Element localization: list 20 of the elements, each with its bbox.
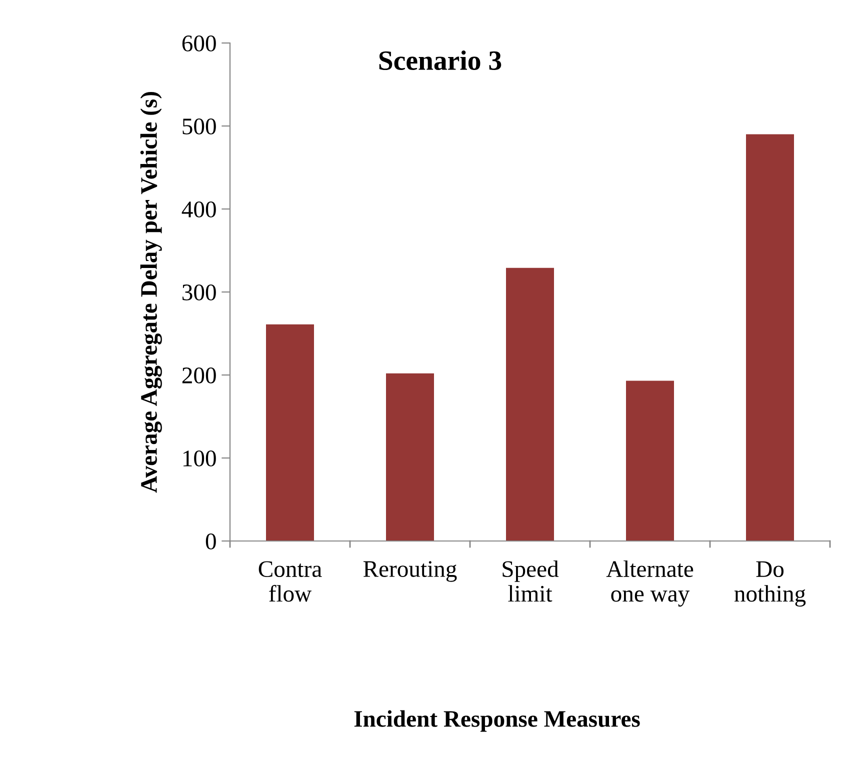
x-tick-label: Contra flow — [258, 561, 322, 602]
x-tick-label: Alternate one way — [606, 560, 694, 607]
x-tick-label: Rerouting — [363, 561, 457, 582]
y-tick-label: 200 — [182, 367, 216, 384]
y-tick-label: 0 — [206, 533, 216, 550]
x-tick-label: Speed limit — [502, 560, 559, 602]
bar — [506, 268, 554, 541]
bar — [626, 380, 674, 541]
y-tick-label: 400 — [182, 201, 216, 218]
y-tick-label: 300 — [182, 284, 216, 300]
bar — [266, 324, 314, 541]
x-tick-label: Do nothing — [734, 561, 806, 607]
y-tick-label: 500 — [182, 118, 216, 134]
chart-title: Scenario 3 — [379, 50, 502, 70]
bar — [746, 134, 794, 541]
x-axis-title: Incident Response Measures — [354, 710, 640, 732]
y-axis-title: Average Aggregate Delay per Vehicle (s) — [140, 92, 162, 493]
bar — [386, 373, 434, 541]
y-tick-label: 100 — [183, 450, 216, 466]
y-tick-label: 600 — [182, 35, 216, 52]
